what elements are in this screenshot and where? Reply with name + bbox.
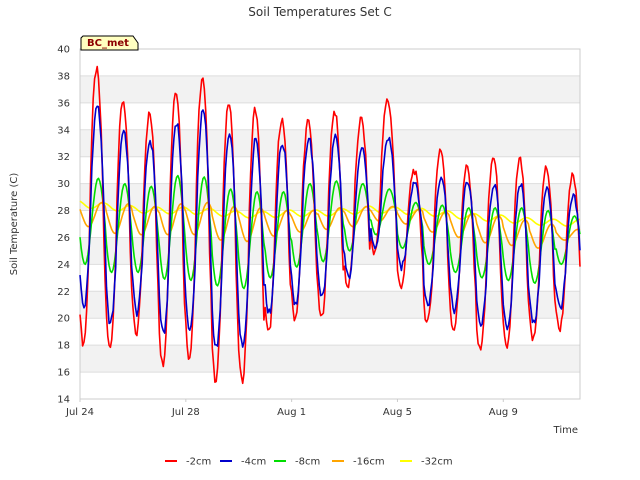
x-tick-label: Aug 5 <box>383 407 412 418</box>
y-tick-label: 34 <box>57 125 70 136</box>
y-tick-label: 38 <box>57 71 70 82</box>
legend-item: -2cm <box>165 457 211 468</box>
x-axis-title: Time <box>553 425 578 436</box>
plot-frame <box>79 48 581 400</box>
grid-band <box>80 75 580 103</box>
grid-band <box>80 237 580 265</box>
x-tick-label: Aug 9 <box>489 407 518 418</box>
y-tick-label: 32 <box>57 152 70 163</box>
legend-item: -32cm <box>400 457 453 468</box>
y-axis: 14 16 18 20 22 24 26 28 30 32 34 36 38 40 <box>57 45 70 406</box>
site-badge: BC_met <box>80 35 139 51</box>
y-tick-label: 18 <box>57 341 70 352</box>
x-tick-label: Aug 1 <box>277 407 306 418</box>
chart-title: Soil Temperatures Set C <box>248 5 391 19</box>
y-tick-label: 30 <box>57 179 70 190</box>
series-line-minus-8cm <box>79 174 581 290</box>
legend-label: -32cm <box>421 457 453 468</box>
y-tick-label: 40 <box>57 45 70 56</box>
legend-item: -8cm <box>274 457 320 468</box>
x-axis: Jul 24 Jul 28 Aug 1 Aug 5 Aug 9 <box>65 399 518 418</box>
y-axis-title: Soil Temperature (C) <box>9 173 20 276</box>
legend-item: -4cm <box>220 457 266 468</box>
site-badge-box <box>80 35 139 51</box>
legend-label: -4cm <box>241 457 266 468</box>
y-tick-label: 26 <box>57 233 70 244</box>
y-tick-label: 14 <box>57 395 70 406</box>
site-badge-label: BC_met <box>87 38 129 49</box>
x-tick-label: Jul 24 <box>65 407 94 418</box>
x-tick-label: Jul 28 <box>171 407 200 418</box>
series-layer <box>79 65 581 385</box>
legend-label: -16cm <box>353 457 385 468</box>
y-tick-label: 20 <box>57 314 70 325</box>
y-tick-label: 28 <box>57 206 70 217</box>
legend-label: -8cm <box>295 457 320 468</box>
y-tick-label: 36 <box>57 98 70 109</box>
grid-band <box>80 291 580 319</box>
y-tick-label: 24 <box>57 260 70 271</box>
series-line-minus-2cm <box>79 65 581 385</box>
y-tick-label: 22 <box>57 287 70 298</box>
grid-band <box>80 345 580 373</box>
y-tick-label: 16 <box>57 368 70 379</box>
legend-label: -2cm <box>186 457 211 468</box>
legend: -2cm -4cm -8cm -16cm -32cm <box>165 457 453 468</box>
series-line-minus-4cm <box>79 105 581 348</box>
legend-item: -16cm <box>332 457 385 468</box>
